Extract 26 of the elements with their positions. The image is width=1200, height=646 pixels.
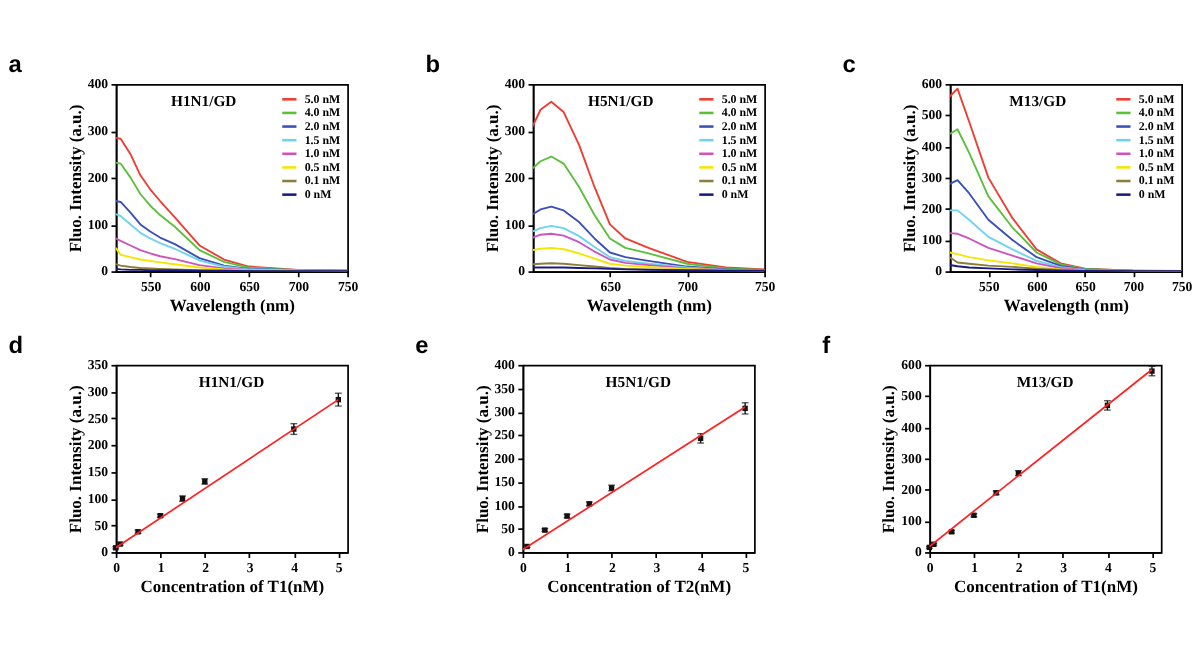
- x-axis-title: Concentration of T2(nM): [547, 576, 732, 597]
- line-series: [949, 251, 1086, 272]
- x-axis-title: Wavelength (nm): [1003, 295, 1130, 316]
- text: b: [425, 50, 441, 79]
- line-series: [115, 246, 250, 272]
- y-axis-title: Fluo. Intensity (a.u.): [878, 385, 899, 534]
- y-axis-title: Fluo. Intensity (a.u.): [481, 104, 502, 253]
- text: a: [8, 50, 23, 79]
- x-axis-title: Wavelength (nm): [169, 295, 296, 316]
- x-axis-title: Concentration of T1(nM): [140, 576, 325, 597]
- y-axis-title: Fluo. Intensity (a.u.): [64, 385, 85, 534]
- x-axis-title: Concentration of T1(nM): [954, 576, 1139, 597]
- annotation: M13/GD: [1009, 92, 1068, 111]
- text: d: [8, 330, 24, 359]
- x-axis-title: Wavelength (nm): [586, 295, 713, 316]
- annotation: H1N1/GD: [171, 92, 238, 111]
- annotation: M13/GD: [1016, 372, 1075, 391]
- text: e: [415, 330, 430, 359]
- text: f: [822, 330, 831, 359]
- y-axis-title: Fluo. Intensity (a.u.): [471, 385, 492, 534]
- annotation: H1N1/GD: [198, 372, 266, 391]
- y-axis-title: Fluo. Intensity (a.u.): [898, 104, 919, 253]
- annotation: H5N1/GD: [605, 372, 672, 391]
- text: c: [842, 50, 857, 79]
- y-axis-title: Fluo. Intensity (a.u.): [64, 104, 85, 253]
- annotation: H5N1/GD: [588, 92, 655, 111]
